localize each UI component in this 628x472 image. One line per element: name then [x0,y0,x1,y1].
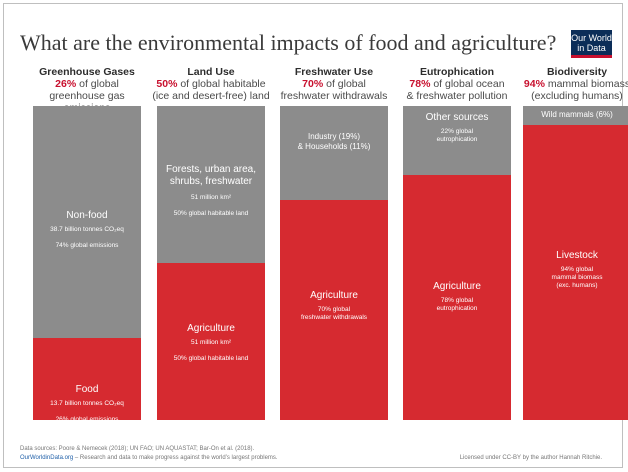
logo-line-2: in Data [577,43,606,53]
column-percent: 26% [55,78,77,90]
segment-name: Non-food [66,210,108,221]
segment-name: Industry (19%) [307,132,361,141]
segment-detail [33,234,141,242]
segment-label: Livestock 94% global mammal biomass (exc. h… [523,250,628,290]
segment-detail: eutrophication [436,305,478,313]
segment-detail [157,202,265,210]
column-subtitle-2: & freshwater pollution [406,90,508,102]
segment-label: Agriculture 78% global eutrophication [403,281,511,313]
column-subtitle-2: freshwater withdrawals [280,90,388,102]
segment-label: Non-food 38.7 billion tonnes CO₂eq 74% gl… [33,210,141,250]
segment-name: Agriculture [310,290,358,302]
segment-name: Agriculture [187,323,235,334]
stacked-column: Non-food 38.7 billion tonnes CO₂eq 74% gl… [33,106,141,423]
segment-name: Food [75,384,99,396]
footer-site-link[interactable]: OurWorldinData.org [20,455,74,461]
column-subtitle-1: 94% mammal biomass [518,78,628,90]
segment-name: Agriculture [433,281,481,293]
column-percent: 70% [302,78,324,90]
bar-segment-agriculture: Agriculture 70% global freshwater withdraw… [280,200,388,420]
segment-detail: mammal biomass [551,273,603,281]
segment-name: Livestock [556,249,598,261]
bar-segment-other [280,165,388,201]
segment-detail: 94% global [560,265,594,273]
segment-name: Wild mammals (6%) [541,110,613,119]
column-header: Biodiversity 94% mammal biomass (excluding… [518,66,628,102]
segment-detail [157,347,265,355]
bar-segment-other: Forests, urban area, shrubs, freshwater 5… [157,106,265,263]
segment-name: Other sources [425,112,489,123]
column-percent: 94% [523,78,545,90]
footer-sources: Data sources: Poore & Nemecek (2018); UN… [20,446,255,452]
segment-detail: (exc. humans) [556,281,598,289]
column-desc-1: of global ocean [430,78,505,90]
bar-segment-other: Non-food 38.7 billion tonnes CO₂eq 74% gl… [33,106,141,339]
column-desc-1: of global [76,78,119,90]
segment-detail: 22% global [440,128,474,135]
stacked-column: Other sources 22% global eutrophication Agr… [403,106,511,420]
segment-detail: 38.7 billion tonnes CO₂eq [50,226,124,233]
bar-segment-agriculture: Agriculture 78% global eutrophication [403,175,511,420]
stacked-column: Forests, urban area, shrubs, freshwater 5… [157,106,265,420]
segment-detail: 13.7 billion tonnes CO₂eq [50,400,124,408]
footer-site-line: OurWorldinData.org – Research and data t… [20,454,278,462]
logo-line-1: Our World [571,33,612,43]
segment-detail: 51 million km² [190,339,232,346]
column-desc-1: mammal biomass [544,78,628,90]
column-desc-1: of global habitable [177,78,266,90]
segment-label: Industry (19%) & Households (11%) [280,132,388,152]
bar-segment-agriculture: Food 13.7 billion tonnes CO₂eq 26% global… [33,338,141,423]
segment-detail: 26% global emissions [55,416,119,424]
column-title: Freshwater Use [294,66,374,78]
bar-segment-other: Wild mammals (6%) [523,106,628,125]
column-header: Greenhouse Gases 26% of global greenhouse … [28,66,146,114]
segment-detail: 70% global [317,306,351,314]
owid-logo[interactable]: Our World in Data [571,30,612,58]
segment-label: Forests, urban area, shrubs, freshwater 5… [157,164,265,218]
column-header: Freshwater Use 70% of global freshwater wi… [275,66,393,102]
segment-detail: 78% global [440,297,474,305]
column-title: Land Use [187,66,235,78]
footer-license: Licensed under CC-BY by the author Hanna… [459,455,602,461]
column-percent: 50% [156,78,178,90]
segment-detail: 51 million km² [190,194,232,201]
column-subtitle-1: 78% of global ocean [398,78,516,90]
segment-label: Food 13.7 billion tonnes CO₂eq 26% global… [33,384,141,424]
bar-segment-agriculture: Livestock 94% global mammal biomass (exc. h… [523,124,628,420]
column-subtitle-1: 70% of global [275,78,393,90]
segment-label: Other sources 22% global eutrophication [403,112,511,144]
column-subtitle-2: (ice and desert-free) land [152,90,270,102]
column-subtitle-1: 26% of global [28,78,146,90]
segment-label: Agriculture 70% global freshwater withdraw… [280,290,388,322]
column-subtitle-2: (excluding humans) [531,90,623,102]
column-title: Greenhouse Gases [39,66,135,78]
segment-detail: freshwater withdrawals [300,314,368,322]
column-subtitle-1: 50% of global habitable [152,78,270,90]
bar-segment-other: Industry (19%) & Households (11%) [280,106,388,166]
column-percent: 78% [409,78,431,90]
bar-segment-agriculture: Agriculture 51 million km² 50% global hab… [157,263,265,420]
bar-segment-other: Other sources 22% global eutrophication [403,106,511,176]
column-title: Biodiversity [546,66,608,78]
column-header: Land Use 50% of global habitable (ice and … [152,66,270,102]
footer-tagline: – Research and data to make progress aga… [73,455,278,461]
column-desc-1: of global [323,78,366,90]
segment-name: & Households (11%) [297,142,371,151]
segment-detail [33,408,141,416]
segment-label: Wild mammals (6%) [523,110,628,120]
segment-label: Agriculture 51 million km² 50% global hab… [157,323,265,363]
segment-name: Forests, urban area, shrubs, freshwater [165,164,257,187]
segment-detail: 50% global habitable land [173,210,249,217]
chart-title: What are the environmental impacts of fo… [20,30,557,55]
stacked-column: Industry (19%) & Households (11%) Agricult… [280,106,388,420]
segment-detail: eutrophication [436,136,478,143]
column-header: Eutrophication 78% of global ocean & fresh… [398,66,516,102]
segment-detail: 74% global emissions [55,242,119,249]
segment-detail: 50% global habitable land [173,355,249,362]
column-title: Eutrophication [419,66,495,78]
stacked-column: Wild mammals (6%) Livestock 94% global mamm… [523,106,628,420]
